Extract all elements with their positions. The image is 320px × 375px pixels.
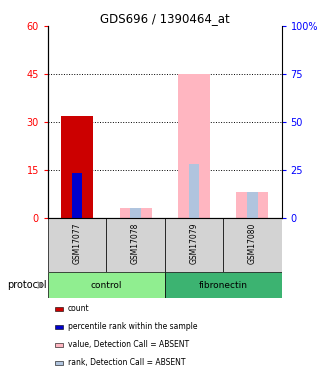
Text: count: count <box>68 304 90 313</box>
Bar <box>55 325 63 328</box>
Bar <box>165 218 223 272</box>
Bar <box>178 74 210 218</box>
Text: GSM17077: GSM17077 <box>73 222 82 264</box>
Text: fibronectin: fibronectin <box>199 280 248 290</box>
Text: protocol: protocol <box>7 280 47 290</box>
Text: GSM17080: GSM17080 <box>248 222 257 264</box>
Bar <box>72 173 83 218</box>
Title: GDS696 / 1390464_at: GDS696 / 1390464_at <box>100 12 230 25</box>
Bar <box>48 218 106 272</box>
Bar <box>247 192 258 218</box>
Bar <box>61 116 93 218</box>
Bar <box>165 272 282 298</box>
Bar <box>223 218 282 272</box>
Bar <box>189 164 199 218</box>
Text: control: control <box>91 280 122 290</box>
Bar <box>106 218 165 272</box>
Bar <box>236 192 268 218</box>
Text: GSM17079: GSM17079 <box>189 222 198 264</box>
Bar <box>130 209 141 218</box>
Bar <box>120 209 152 218</box>
Bar <box>55 307 63 311</box>
Text: GSM17078: GSM17078 <box>131 222 140 264</box>
Text: percentile rank within the sample: percentile rank within the sample <box>68 322 197 331</box>
Bar <box>55 361 63 364</box>
Bar <box>48 272 165 298</box>
Text: value, Detection Call = ABSENT: value, Detection Call = ABSENT <box>68 340 189 349</box>
Bar <box>55 343 63 346</box>
Text: rank, Detection Call = ABSENT: rank, Detection Call = ABSENT <box>68 358 185 367</box>
